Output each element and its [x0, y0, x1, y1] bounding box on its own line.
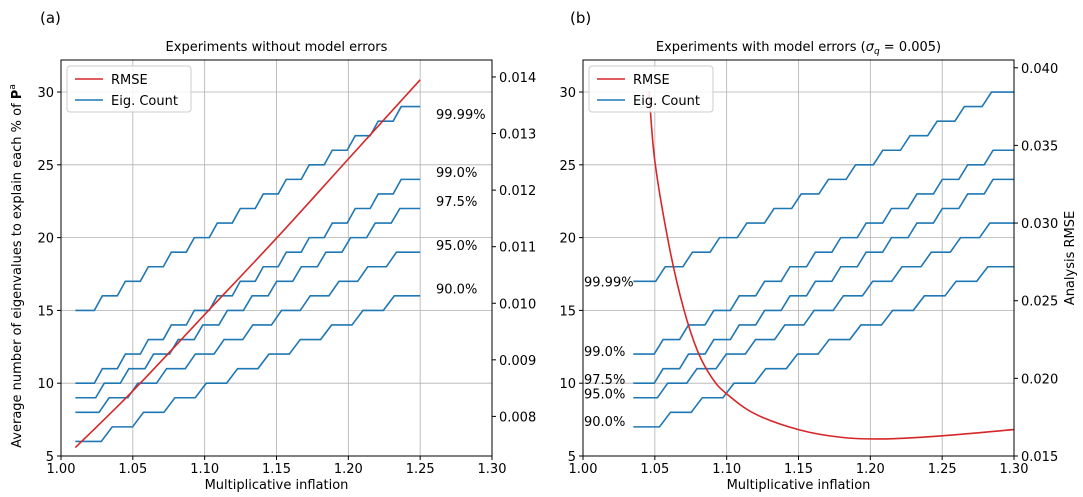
x-tick-label: 1.30 — [1000, 462, 1029, 477]
y2-tick-label: 0.030 — [1021, 217, 1058, 232]
y-tick-label: 30 — [37, 86, 54, 101]
y-tick-label: 30 — [559, 86, 576, 101]
x-tick-label: 1.20 — [334, 462, 363, 477]
legend-rmse-label: RMSE — [633, 73, 670, 88]
y-tick-label: 25 — [559, 159, 576, 174]
x-tick-label: 1.25 — [406, 462, 435, 477]
y2-tick-label: 0.014 — [499, 71, 536, 86]
legend-eig-label: Eig. Count — [111, 94, 178, 109]
legend-rmse-label: RMSE — [111, 73, 148, 88]
eig-count-line-99.0pct — [75, 178, 421, 385]
rmse-line — [648, 90, 1014, 440]
x-tick-label: 1.20 — [856, 462, 885, 477]
x-tick-label: 1.25 — [928, 462, 957, 477]
y2-tick-label: 0.035 — [1021, 139, 1058, 154]
y-tick-label: 20 — [559, 232, 576, 247]
series-label: 97.5% — [584, 373, 625, 388]
title-symbol: σ — [866, 40, 875, 55]
x-tick-label: 1.30 — [478, 462, 507, 477]
y2-tick-label: 0.011 — [499, 241, 536, 256]
x-tick-label: 1.15 — [784, 462, 813, 477]
y2-tick-label: 0.010 — [499, 297, 536, 312]
eig-count-line-97.5pct — [75, 207, 421, 399]
series-label: 97.5% — [436, 195, 477, 210]
y2-axis-label: Analysis RMSE — [1063, 211, 1078, 305]
series-label: 99.0% — [436, 166, 477, 181]
plot-area — [74, 79, 421, 449]
series-label: 99.99% — [584, 275, 634, 290]
y2-tick-label: 0.020 — [1021, 372, 1058, 387]
y-tick-label: 15 — [37, 304, 54, 319]
panel-label: (b) — [570, 9, 591, 27]
eig-count-line-99.0pct — [633, 149, 1014, 355]
y2-tick-label: 0.008 — [499, 410, 536, 425]
eig-count-line-90.0pct — [633, 265, 1014, 428]
series-label: 95.0% — [436, 239, 477, 254]
x-tick-label: 1.00 — [47, 462, 76, 477]
y-tick-label: 10 — [559, 377, 576, 392]
eig-count-line-99.99pct — [75, 105, 421, 312]
x-tick-label: 1.05 — [640, 462, 669, 477]
y-axis-label-math: P — [10, 90, 25, 100]
y-tick-label: 10 — [37, 377, 54, 392]
x-axis-label: Multiplicative inflation — [205, 478, 349, 493]
series-label: 90.0% — [584, 415, 625, 430]
y-tick-label: 5 — [568, 450, 576, 465]
y2-tick-label: 0.009 — [499, 354, 536, 369]
legend-eig-label: Eig. Count — [633, 94, 700, 109]
series-label: 90.0% — [436, 283, 477, 298]
y-tick-label: 5 — [46, 450, 54, 465]
eig-count-line-99.99pct — [633, 91, 1014, 283]
series-label: 95.0% — [584, 387, 625, 402]
x-axis-label: Multiplicative inflation — [727, 478, 871, 493]
title-subscript: q — [874, 47, 880, 57]
title-text: Experiments with model errors ( — [656, 40, 866, 55]
eig-count-line-90.0pct — [75, 295, 421, 443]
y2-tick-label: 0.040 — [1021, 62, 1058, 77]
y2-tick-label: 0.025 — [1021, 295, 1058, 310]
y2-tick-label: 0.012 — [499, 184, 536, 199]
rmse-line — [74, 79, 421, 449]
series-label: 99.0% — [584, 345, 625, 360]
panel-a: 99.99% 99.0% 97.5% 95.0% 90.0% 1.00 1.05 1.10 1.… — [8, 9, 536, 493]
eig-count-line-97.5pct — [633, 178, 1014, 385]
y-tick-label: 25 — [37, 159, 54, 174]
y-axis-label: Average number of eigenvalues to explain… — [8, 84, 25, 448]
series-label: 99.99% — [436, 108, 486, 123]
eig-count-line-95.0pct — [75, 251, 421, 414]
title-rest: = 0.005) — [880, 40, 941, 55]
chart-title: Experiments without model errors — [166, 40, 388, 55]
y-axis-label-text: Average number of eigenvalues to explain… — [10, 99, 25, 448]
x-tick-label: 1.00 — [569, 462, 598, 477]
panel-label: (a) — [40, 9, 61, 27]
y-axis-label-sup: a — [8, 84, 18, 90]
plot-area — [633, 90, 1014, 440]
y2-tick-label: 0.015 — [1021, 450, 1058, 465]
x-tick-label: 1.10 — [190, 462, 219, 477]
x-tick-label: 1.15 — [262, 462, 291, 477]
y2-tick-label: 0.013 — [499, 128, 536, 143]
panel-b: 99.99% 99.0% 97.5%95.0% 90.0% 1.00 1.05 1.10 1.… — [559, 9, 1078, 493]
x-tick-label: 1.10 — [712, 462, 741, 477]
x-tick-label: 1.05 — [118, 462, 147, 477]
eig-count-line-95.0pct — [633, 222, 1014, 399]
y-tick-label: 15 — [559, 304, 576, 319]
y-tick-label: 20 — [37, 232, 54, 247]
chart-title: Experiments with model errors (σq = 0.00… — [656, 40, 941, 57]
